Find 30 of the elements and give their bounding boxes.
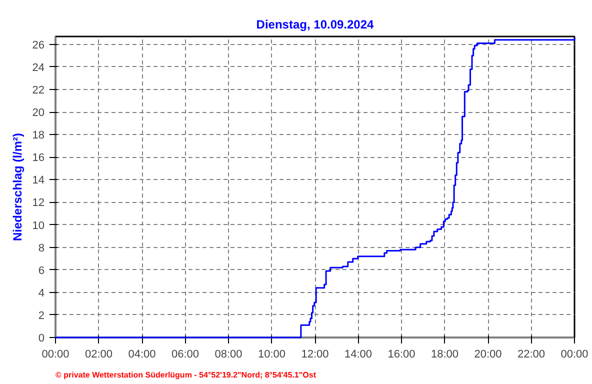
x-tick-label: 22:00 — [517, 348, 546, 360]
x-tick-label: 02:00 — [84, 348, 113, 360]
y-tick-label: 6 — [38, 264, 45, 277]
y-tick-label: 10 — [32, 220, 45, 232]
x-tick-label: 18:00 — [430, 348, 459, 360]
y-tick-label: 22 — [32, 84, 45, 96]
y-tick-label: 24 — [32, 62, 45, 74]
y-tick-label: 12 — [32, 197, 45, 210]
x-tick-label: 00:00 — [42, 348, 70, 360]
text: © private Wetterstation Süderlügum - 54°52'19.2"Nord; 8°54'45.1"Ost — [56, 370, 316, 380]
y-tick-label: 4 — [38, 287, 45, 300]
x-tick-label: 10:00 — [258, 348, 286, 360]
y-tick-label: 16 — [32, 152, 45, 164]
y-tick-label: 8 — [38, 242, 45, 254]
y-tick-label: 14 — [32, 174, 45, 187]
x-tick-label: 12:00 — [301, 348, 329, 360]
chart-title: Dienstag, 10.09.2024 — [256, 18, 374, 32]
x-tick-label: 04:00 — [128, 348, 156, 360]
y-tick-label: 26 — [32, 39, 45, 52]
x-tick-label: 00:00 — [560, 348, 588, 360]
y-tick-label: 2 — [38, 310, 45, 322]
x-tick-label: 16:00 — [388, 348, 416, 360]
x-tick-label: 06:00 — [171, 348, 200, 360]
y-tick-label: 0 — [38, 332, 45, 344]
x-tick-label: 14:00 — [344, 348, 372, 360]
y-axis-title: Niederschlag (l/m²) — [10, 132, 24, 242]
x-tick-label: 20:00 — [474, 348, 502, 360]
y-tick-label: 18 — [32, 130, 45, 142]
y-tick-label: 20 — [32, 107, 45, 120]
x-tick-label: 08:00 — [214, 348, 242, 360]
